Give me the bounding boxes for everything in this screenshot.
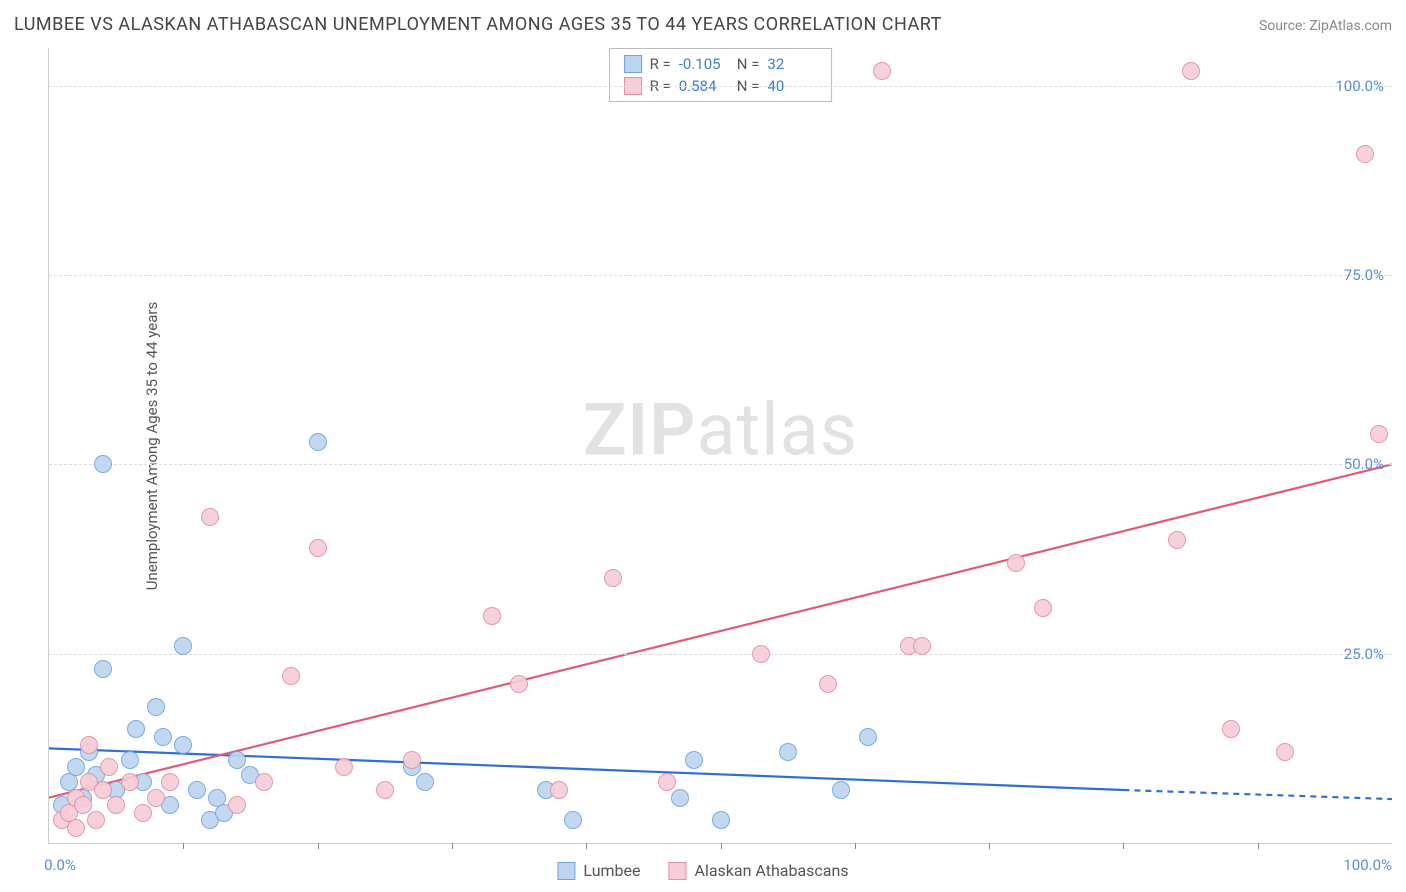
data-point-lumbee <box>94 660 112 678</box>
data-point-athabascan <box>67 819 85 837</box>
data-point-athabascan <box>107 796 125 814</box>
data-point-lumbee <box>832 781 850 799</box>
data-point-lumbee <box>94 455 112 473</box>
x-tick-mark <box>183 843 184 849</box>
swatch-lumbee <box>624 55 642 73</box>
watermark-atlas: atlas <box>696 387 858 472</box>
y-tick-label: 50.0% <box>1344 455 1384 473</box>
legend-item-athabascan: Alaskan Athabascans <box>669 861 849 880</box>
data-point-lumbee <box>564 811 582 829</box>
stat-n-label: N = <box>737 55 760 73</box>
data-point-lumbee <box>779 743 797 761</box>
chart-plot-area: ZIPatlas R = -0.105 N = 32 R = 0.584 N =… <box>48 48 1392 844</box>
x-tick-mark <box>855 843 856 849</box>
chart-title: LUMBEE VS ALASKAN ATHABASCAN UNEMPLOYMEN… <box>14 14 942 35</box>
data-point-athabascan <box>510 675 528 693</box>
data-point-athabascan <box>134 804 152 822</box>
legend-swatch-athabascan <box>669 862 687 880</box>
data-point-athabascan <box>819 675 837 693</box>
data-point-athabascan <box>255 773 273 791</box>
data-point-lumbee <box>712 811 730 829</box>
data-point-athabascan <box>1370 425 1388 443</box>
stats-row-lumbee: R = -0.105 N = 32 <box>624 53 818 75</box>
watermark-zip: ZIP <box>583 387 696 472</box>
watermark: ZIPatlas <box>583 387 858 472</box>
data-point-athabascan <box>80 736 98 754</box>
data-point-athabascan <box>100 758 118 776</box>
data-point-athabascan <box>161 773 179 791</box>
data-point-athabascan <box>201 508 219 526</box>
data-point-athabascan <box>309 539 327 557</box>
gridline-h <box>49 275 1392 276</box>
data-point-lumbee <box>309 433 327 451</box>
data-point-athabascan <box>282 667 300 685</box>
data-point-athabascan <box>1034 599 1052 617</box>
legend-label-athabascan: Alaskan Athabascans <box>695 861 849 880</box>
data-point-athabascan <box>873 62 891 80</box>
data-point-athabascan <box>376 781 394 799</box>
gridline-h <box>49 86 1392 87</box>
stat-r-label: R = <box>650 55 671 73</box>
data-point-lumbee <box>127 720 145 738</box>
data-point-athabascan <box>483 607 501 625</box>
data-point-athabascan <box>335 758 353 776</box>
data-point-athabascan <box>121 773 139 791</box>
data-point-athabascan <box>74 796 92 814</box>
data-point-lumbee <box>154 728 172 746</box>
y-tick-label: 25.0% <box>1344 645 1384 663</box>
x-tick-mark <box>1123 843 1124 849</box>
legend-item-lumbee: Lumbee <box>557 861 640 880</box>
legend-label-lumbee: Lumbee <box>583 861 640 880</box>
data-point-lumbee <box>174 736 192 754</box>
trend-lines-layer <box>49 48 1392 843</box>
data-point-lumbee <box>416 773 434 791</box>
data-point-athabascan <box>913 637 931 655</box>
data-point-athabascan <box>403 751 421 769</box>
x-tick-mark <box>721 843 722 849</box>
data-point-lumbee <box>859 728 877 746</box>
x-tick-mark <box>989 843 990 849</box>
data-point-lumbee <box>121 751 139 769</box>
data-point-athabascan <box>604 569 622 587</box>
data-point-athabascan <box>1168 531 1186 549</box>
data-point-athabascan <box>1222 720 1240 738</box>
data-point-athabascan <box>1276 743 1294 761</box>
y-tick-label: 100.0% <box>1335 77 1384 95</box>
stat-n-lumbee: 32 <box>767 55 817 73</box>
data-point-athabascan <box>1007 554 1025 572</box>
x-tick-mark <box>318 843 319 849</box>
x-tick-mark <box>586 843 587 849</box>
legend: Lumbee Alaskan Athabascans <box>557 861 848 880</box>
data-point-lumbee <box>671 789 689 807</box>
data-point-lumbee <box>188 781 206 799</box>
x-axis-max-label: 100.0% <box>1343 856 1392 874</box>
data-point-athabascan <box>1182 62 1200 80</box>
gridline-h <box>49 464 1392 465</box>
data-point-lumbee <box>174 637 192 655</box>
gridline-h <box>49 654 1392 655</box>
x-tick-mark <box>1258 843 1259 849</box>
data-point-lumbee <box>228 751 246 769</box>
data-point-athabascan <box>1356 145 1374 163</box>
data-point-athabascan <box>87 811 105 829</box>
data-point-athabascan <box>752 645 770 663</box>
y-tick-label: 75.0% <box>1344 266 1384 284</box>
data-point-lumbee <box>147 698 165 716</box>
data-point-athabascan <box>658 773 676 791</box>
source-label: Source: ZipAtlas.com <box>1259 18 1392 34</box>
x-axis-origin-label: 0.0% <box>44 856 76 874</box>
data-point-lumbee <box>67 758 85 776</box>
data-point-athabascan <box>94 781 112 799</box>
data-point-athabascan <box>147 789 165 807</box>
stat-r-lumbee: -0.105 <box>679 55 729 73</box>
x-tick-mark <box>452 843 453 849</box>
data-point-athabascan <box>550 781 568 799</box>
data-point-lumbee <box>685 751 703 769</box>
stats-box: R = -0.105 N = 32 R = 0.584 N = 40 <box>609 48 833 102</box>
data-point-athabascan <box>228 796 246 814</box>
legend-swatch-lumbee <box>557 862 575 880</box>
